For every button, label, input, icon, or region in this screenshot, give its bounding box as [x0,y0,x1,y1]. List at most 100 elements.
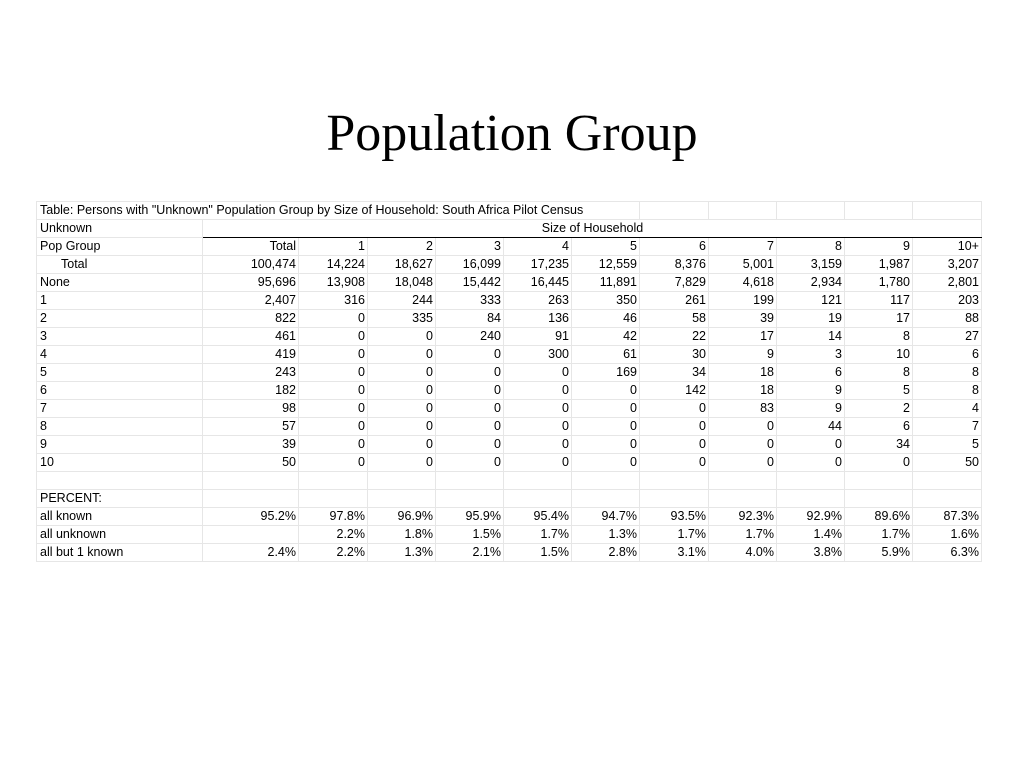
table-cell[interactable]: 1.4% [776,525,845,544]
table-cell[interactable]: 0 [298,309,368,328]
table-cell[interactable]: 0 [298,417,368,436]
empty-cell[interactable] [708,471,777,490]
row-label[interactable]: all known [36,507,203,526]
table-cell[interactable]: 333 [435,291,504,310]
table-cell[interactable]: 13,908 [298,273,368,292]
table-cell[interactable]: 0 [435,417,504,436]
table-cell[interactable]: 16,445 [503,273,572,292]
empty-cell[interactable] [912,471,982,490]
table-cell[interactable]: 0 [298,453,368,472]
percent-section-label[interactable]: PERCENT: [36,489,203,508]
empty-cell[interactable] [639,489,709,508]
column-header[interactable]: 6 [639,237,709,256]
table-cell[interactable]: 0 [844,453,913,472]
table-cell[interactable]: 0 [298,381,368,400]
table-cell[interactable]: 1.3% [367,543,436,562]
table-cell[interactable]: 17,235 [503,255,572,274]
table-cell[interactable]: 5 [844,381,913,400]
row-label[interactable]: 10 [36,453,203,472]
table-cell[interactable]: 1.5% [503,543,572,562]
table-cell[interactable]: 92.3% [708,507,777,526]
table-cell[interactable]: 1.8% [367,525,436,544]
row-label[interactable]: all but 1 known [36,543,203,562]
row-label[interactable]: Total [36,255,203,274]
table-cell[interactable]: 10 [844,345,913,364]
table-cell[interactable]: 0 [367,381,436,400]
table-cell[interactable]: 0 [639,417,709,436]
table-cell[interactable]: 12,559 [571,255,640,274]
column-header[interactable]: 9 [844,237,913,256]
table-cell[interactable]: 261 [639,291,709,310]
table-cell[interactable]: 243 [202,363,299,382]
column-header[interactable]: 8 [776,237,845,256]
table-cell[interactable]: 0 [435,399,504,418]
header-pop-group-label[interactable]: Pop Group [36,237,203,256]
table-cell[interactable]: 8,376 [639,255,709,274]
table-cell[interactable]: 8 [844,327,913,346]
table-cell[interactable]: 1,780 [844,273,913,292]
table-cell[interactable]: 1.7% [844,525,913,544]
empty-cell[interactable] [776,471,845,490]
table-cell[interactable]: 44 [776,417,845,436]
table-cell[interactable]: 0 [367,399,436,418]
empty-cell[interactable] [503,471,572,490]
table-cell[interactable]: 0 [367,453,436,472]
table-cell[interactable]: 61 [571,345,640,364]
table-cell[interactable]: 50 [912,453,982,472]
table-cell[interactable]: 5.9% [844,543,913,562]
table-cell[interactable]: 96.9% [367,507,436,526]
table-cell[interactable]: 17 [708,327,777,346]
table-cell[interactable]: 0 [708,453,777,472]
table-cell[interactable]: 88 [912,309,982,328]
table-cell[interactable]: 0 [571,435,640,454]
table-cell[interactable]: 0 [503,453,572,472]
column-header[interactable]: 7 [708,237,777,256]
table-cell[interactable]: 4.0% [708,543,777,562]
empty-cell[interactable] [708,201,777,220]
table-cell[interactable]: 14 [776,327,845,346]
table-cell[interactable]: 2.2% [298,525,368,544]
table-cell[interactable]: 0 [367,327,436,346]
table-cell[interactable]: 1.5% [435,525,504,544]
table-cell[interactable]: 39 [202,435,299,454]
table-caption[interactable]: Table: Persons with "Unknown" Population… [36,201,640,220]
table-cell[interactable]: 95,696 [202,273,299,292]
table-cell[interactable]: 2,934 [776,273,845,292]
table-cell[interactable]: 136 [503,309,572,328]
empty-cell[interactable] [36,471,203,490]
table-cell[interactable]: 169 [571,363,640,382]
table-cell[interactable]: 17 [844,309,913,328]
empty-cell[interactable] [202,489,299,508]
table-cell[interactable]: 5 [912,435,982,454]
empty-cell[interactable] [912,489,982,508]
table-cell[interactable]: 0 [503,399,572,418]
empty-cell[interactable] [639,471,709,490]
table-cell[interactable]: 98 [202,399,299,418]
table-cell[interactable]: 87.3% [912,507,982,526]
table-cell[interactable]: 1.3% [571,525,640,544]
empty-cell[interactable] [912,201,982,220]
table-cell[interactable]: 0 [435,381,504,400]
table-cell[interactable]: 0 [503,417,572,436]
row-label[interactable]: 2 [36,309,203,328]
table-cell[interactable]: 3.1% [639,543,709,562]
header-size-of-household[interactable]: Size of Household [202,219,982,238]
table-cell[interactable]: 335 [367,309,436,328]
table-cell[interactable]: 0 [708,417,777,436]
empty-cell[interactable] [776,489,845,508]
table-cell[interactable]: 3,207 [912,255,982,274]
table-cell[interactable]: 8 [912,381,982,400]
empty-cell[interactable] [776,201,845,220]
table-cell[interactable]: 4 [912,399,982,418]
table-cell[interactable]: 0 [435,453,504,472]
table-cell[interactable]: 2.4% [202,543,299,562]
table-cell[interactable]: 58 [639,309,709,328]
table-cell[interactable]: 6 [912,345,982,364]
table-cell[interactable]: 8 [912,363,982,382]
row-label[interactable]: all unknown [36,525,203,544]
row-label[interactable]: 5 [36,363,203,382]
column-header[interactable]: 1 [298,237,368,256]
empty-cell[interactable] [844,489,913,508]
table-cell[interactable]: 182 [202,381,299,400]
table-cell[interactable]: 46 [571,309,640,328]
